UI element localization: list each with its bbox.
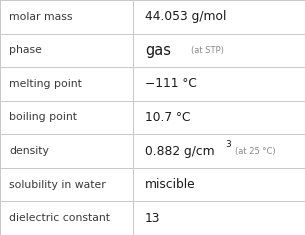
Text: gas: gas [145,43,171,58]
Text: (at 25 °C): (at 25 °C) [235,147,275,156]
Text: (at STP): (at STP) [191,46,224,55]
Text: phase: phase [9,45,42,55]
Text: density: density [9,146,49,156]
Text: 44.053 g/mol: 44.053 g/mol [145,10,226,23]
Text: 10.7 °C: 10.7 °C [145,111,190,124]
Text: 13: 13 [145,212,160,225]
Text: −111 °C: −111 °C [145,77,197,90]
Text: dielectric constant: dielectric constant [9,213,110,223]
Text: molar mass: molar mass [9,12,73,22]
Text: miscible: miscible [145,178,196,191]
Text: solubility in water: solubility in water [9,180,106,190]
Text: boiling point: boiling point [9,113,77,122]
Text: 0.882 g/cm: 0.882 g/cm [145,145,214,158]
Text: melting point: melting point [9,79,82,89]
Text: 3: 3 [226,140,231,149]
